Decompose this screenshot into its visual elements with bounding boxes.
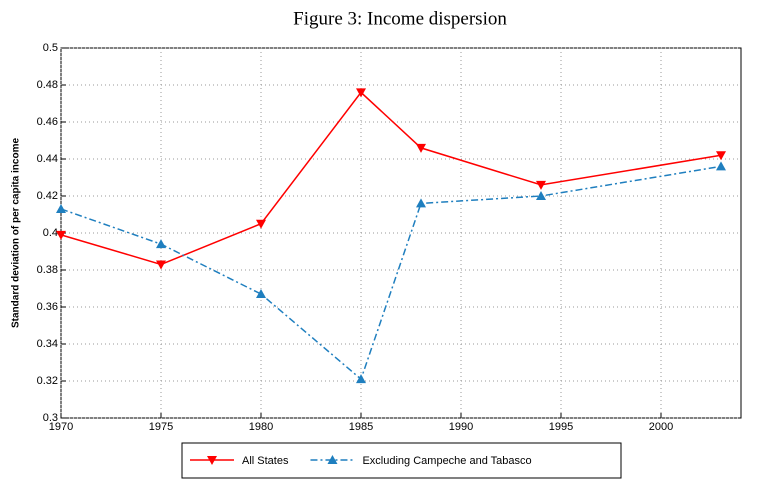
marker bbox=[256, 219, 266, 229]
marker bbox=[56, 230, 66, 240]
y-tick-label: 0.46 bbox=[37, 116, 58, 128]
y-tick-label: 0.38 bbox=[37, 264, 58, 276]
marker bbox=[416, 143, 426, 153]
x-tick-label: 2000 bbox=[649, 421, 673, 433]
legend-label: Excluding Campeche and Tabasco bbox=[362, 455, 531, 467]
marker bbox=[356, 374, 366, 384]
y-tick-label: 0.34 bbox=[37, 338, 58, 350]
series-line bbox=[60, 91, 722, 266]
chart-title: Figure 3: Income dispersion bbox=[293, 8, 507, 29]
x-tick-label: 1980 bbox=[249, 421, 273, 433]
y-tick-label: 0.5 bbox=[43, 42, 58, 54]
marker bbox=[256, 289, 266, 299]
y-axis-label: Standard deviation of per capita income bbox=[11, 138, 22, 328]
marker bbox=[356, 88, 366, 98]
legend-marker bbox=[327, 455, 338, 464]
series-line bbox=[60, 165, 722, 381]
marker bbox=[536, 191, 546, 200]
y-tick-label: 0.42 bbox=[37, 190, 58, 202]
marker bbox=[716, 151, 726, 161]
x-tick-label: 1990 bbox=[449, 421, 473, 433]
y-tick-label: 0.32 bbox=[37, 375, 58, 387]
y-tick-label: 0.36 bbox=[37, 301, 58, 313]
x-tick-label: 1970 bbox=[49, 421, 73, 433]
y-tick-label: 0.48 bbox=[37, 79, 58, 91]
marker bbox=[56, 203, 66, 213]
x-tick-label: 1975 bbox=[149, 421, 173, 433]
y-tick-label: 0.3 bbox=[43, 412, 58, 424]
y-tick-label: 0.44 bbox=[37, 153, 58, 165]
legend-box bbox=[181, 442, 622, 479]
marker bbox=[416, 198, 426, 208]
y-tick-label: 0.4 bbox=[43, 227, 58, 239]
marker bbox=[536, 180, 546, 190]
marker bbox=[156, 239, 166, 249]
legend-label: All States bbox=[242, 455, 289, 467]
x-tick-label: 1995 bbox=[549, 421, 573, 433]
x-tick-label: 1985 bbox=[349, 421, 373, 433]
marker bbox=[156, 260, 166, 270]
marker bbox=[716, 161, 726, 171]
legend-marker bbox=[207, 456, 217, 465]
